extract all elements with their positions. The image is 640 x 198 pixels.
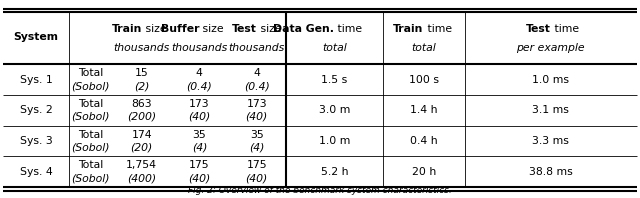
Text: Data Gen.: Data Gen. — [273, 24, 334, 34]
Text: (20): (20) — [131, 142, 153, 152]
Text: 3.0 m: 3.0 m — [319, 105, 350, 115]
Text: 100 s: 100 s — [409, 75, 438, 85]
Text: (40): (40) — [246, 173, 268, 183]
Text: thousands: thousands — [172, 43, 227, 52]
Text: 20 h: 20 h — [412, 167, 436, 177]
Text: 173: 173 — [189, 99, 210, 109]
Text: Test: Test — [526, 24, 550, 34]
Text: Sys. 2: Sys. 2 — [20, 105, 52, 115]
Text: thousands: thousands — [114, 43, 170, 52]
Text: (Sobol): (Sobol) — [71, 112, 110, 122]
Text: Total: Total — [78, 130, 103, 140]
Text: 173: 173 — [246, 99, 267, 109]
Text: Total: Total — [78, 99, 103, 109]
Text: (40): (40) — [246, 112, 268, 122]
Text: 0.4 h: 0.4 h — [410, 136, 438, 146]
Text: Sys. 4: Sys. 4 — [20, 167, 52, 177]
Text: 1,754: 1,754 — [126, 160, 157, 170]
Text: total: total — [322, 43, 347, 52]
Text: 175: 175 — [246, 160, 267, 170]
Text: Total: Total — [78, 68, 103, 78]
Text: 863: 863 — [131, 99, 152, 109]
Text: 1.0 m: 1.0 m — [319, 136, 350, 146]
Text: Sys. 1: Sys. 1 — [20, 75, 52, 85]
Text: size: size — [200, 24, 224, 34]
Text: (Sobol): (Sobol) — [71, 81, 110, 91]
Text: size: size — [257, 24, 281, 34]
Text: 15: 15 — [135, 68, 148, 78]
Text: 3.3 ms: 3.3 ms — [532, 136, 569, 146]
Text: (40): (40) — [188, 112, 211, 122]
Text: 5.2 h: 5.2 h — [321, 167, 348, 177]
Text: 38.8 ms: 38.8 ms — [529, 167, 573, 177]
Text: Fig. 2: Overview of the benchmark system characteristics.: Fig. 2: Overview of the benchmark system… — [188, 186, 452, 195]
Text: (0.4): (0.4) — [186, 81, 212, 91]
Text: Test: Test — [232, 24, 257, 34]
Text: (Sobol): (Sobol) — [71, 173, 110, 183]
Text: 4: 4 — [253, 68, 260, 78]
Text: time: time — [550, 24, 579, 34]
Text: (200): (200) — [127, 112, 156, 122]
Text: 174: 174 — [131, 130, 152, 140]
Text: thousands: thousands — [228, 43, 285, 52]
Text: Sys. 3: Sys. 3 — [20, 136, 52, 146]
Text: (40): (40) — [188, 173, 211, 183]
Text: size: size — [142, 24, 166, 34]
Text: 35: 35 — [250, 130, 264, 140]
Text: 1.4 h: 1.4 h — [410, 105, 437, 115]
Text: 1.0 ms: 1.0 ms — [532, 75, 569, 85]
Text: (4): (4) — [191, 142, 207, 152]
Text: Train: Train — [111, 24, 142, 34]
Text: (0.4): (0.4) — [244, 81, 269, 91]
Text: 35: 35 — [193, 130, 206, 140]
Text: time: time — [334, 24, 362, 34]
Text: 175: 175 — [189, 160, 210, 170]
Text: total: total — [412, 43, 436, 52]
Text: (4): (4) — [249, 142, 264, 152]
Text: Buffer: Buffer — [161, 24, 200, 34]
Text: time: time — [424, 24, 452, 34]
Text: per example: per example — [516, 43, 585, 52]
Text: (2): (2) — [134, 81, 150, 91]
Text: 3.1 ms: 3.1 ms — [532, 105, 569, 115]
Text: Train: Train — [394, 24, 424, 34]
Text: (Sobol): (Sobol) — [71, 142, 110, 152]
Text: Total: Total — [78, 160, 103, 170]
Text: 4: 4 — [196, 68, 203, 78]
Text: 1.5 s: 1.5 s — [321, 75, 348, 85]
Text: System: System — [13, 32, 59, 42]
Text: (400): (400) — [127, 173, 156, 183]
